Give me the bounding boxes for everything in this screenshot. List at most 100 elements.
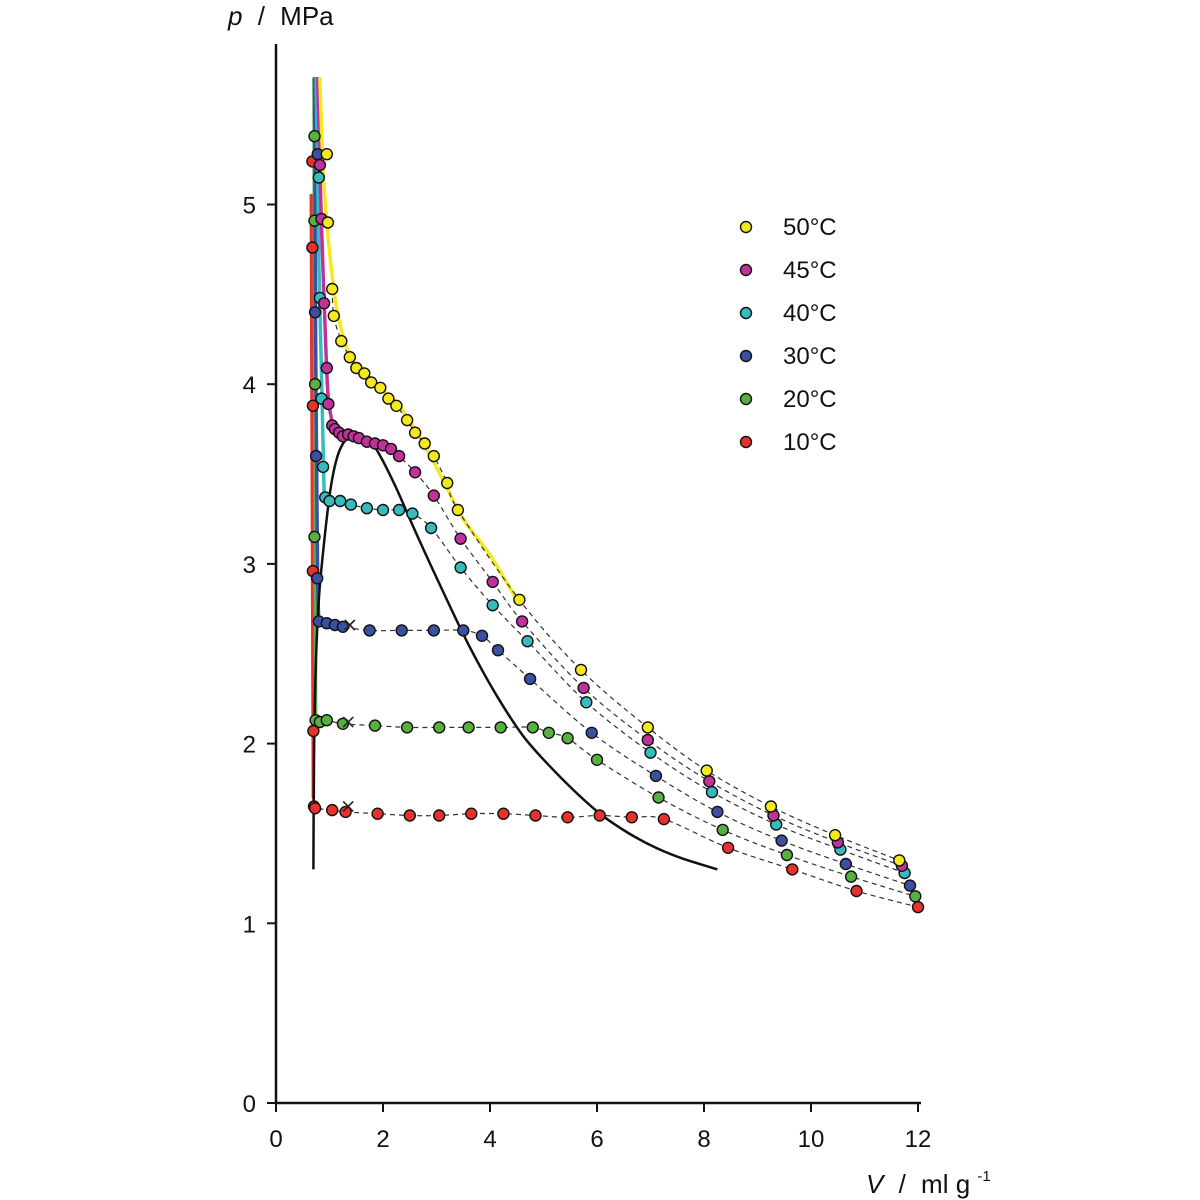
data-point-50c — [828, 829, 842, 842]
data-point-50c — [400, 413, 414, 427]
legend-label-40c: 40°C — [783, 300, 837, 327]
data-point-50c — [382, 392, 395, 405]
data-point-10c — [371, 807, 384, 820]
data-point-10c — [593, 809, 606, 822]
legend: 50°C 45°C 40°C 30°C 20°C 10°C — [739, 214, 837, 456]
data-point-45c — [486, 575, 499, 589]
legend-marker-40c — [739, 306, 753, 320]
data-point-20c — [844, 870, 858, 883]
data-point-10c — [529, 809, 542, 822]
data-point-10c — [403, 809, 416, 822]
data-point-50c — [451, 503, 465, 517]
y-axis-separator: / — [258, 1, 266, 31]
data-point-30c — [903, 879, 917, 892]
data-point-45c — [392, 449, 406, 463]
x-axis-label: V / ml g -1 — [866, 1168, 991, 1199]
data-point-45c — [454, 532, 467, 545]
data-point-45c — [408, 466, 422, 479]
data-point-40c — [580, 696, 593, 709]
data-point-40c — [334, 494, 347, 508]
data-point-50c — [327, 309, 340, 323]
data-point-30c — [457, 624, 470, 637]
data-point-10c — [850, 884, 863, 898]
data-point-30c — [585, 726, 598, 739]
legend-label-30c: 30°C — [783, 343, 837, 370]
legend-marker-10c — [739, 435, 753, 449]
data-point-20c — [909, 890, 922, 903]
data-point-40c — [406, 507, 419, 520]
data-point-30c — [475, 629, 489, 642]
data-point-10c — [308, 802, 322, 815]
data-point-50c — [418, 437, 431, 450]
cross-marker-10c — [342, 800, 354, 813]
data-point-45c — [317, 297, 331, 310]
data-point-30c — [711, 805, 724, 819]
data-point-10c — [326, 803, 339, 817]
dashed-line-30c — [318, 620, 911, 887]
data-point-50c — [764, 800, 778, 813]
data-point-45c — [427, 489, 440, 502]
data-point-30c — [839, 857, 852, 871]
legend-marker-20c — [739, 392, 753, 406]
data-point-50c — [321, 216, 335, 229]
data-point-40c — [424, 521, 438, 535]
data-point-10c — [306, 399, 320, 412]
x-axis-exponent: -1 — [977, 1168, 990, 1185]
legend-label-10c: 10°C — [783, 429, 837, 456]
data-point-45c — [703, 775, 716, 788]
x-tick-label: 12 — [905, 1126, 932, 1153]
x-tick-label: 8 — [697, 1126, 710, 1153]
y-tick-label: 3 — [243, 552, 256, 579]
data-point-45c — [320, 361, 333, 375]
data-point-30c — [775, 834, 788, 847]
legend-marker-45c — [739, 263, 753, 277]
data-point-20c — [462, 721, 475, 734]
data-point-10c — [465, 807, 478, 820]
data-point-45c — [577, 681, 590, 695]
data-points — [306, 129, 925, 914]
data-point-30c — [308, 306, 322, 319]
data-point-50c — [427, 449, 440, 463]
legend-label-20c: 20°C — [783, 386, 837, 413]
data-point-10c — [657, 812, 671, 826]
x-tick-label: 10 — [798, 1126, 825, 1153]
data-point-45c — [641, 733, 654, 747]
data-point-45c — [322, 397, 335, 411]
data-point-40c — [312, 171, 325, 184]
data-point-30c — [523, 672, 537, 686]
data-point-30c — [427, 624, 440, 637]
data-point-20c — [368, 719, 382, 732]
data-point-20c — [716, 823, 729, 837]
data-point-10c — [433, 809, 446, 822]
data-point-40c — [360, 502, 374, 515]
y-tick-label: 4 — [243, 372, 256, 399]
data-point-40c — [705, 785, 719, 799]
data-point-40c — [392, 503, 406, 517]
data-point-45c — [313, 158, 327, 172]
data-point-50c — [700, 764, 713, 777]
data-point-40c — [316, 460, 330, 474]
x-axis-separator: / — [899, 1169, 907, 1199]
cross-markers — [342, 619, 356, 813]
cross-marker-30c — [344, 619, 356, 631]
data-point-40c — [376, 503, 390, 517]
data-point-10c — [497, 807, 510, 820]
data-point-30c — [363, 624, 376, 637]
x-axis-unit: ml g — [921, 1169, 970, 1199]
data-point-20c — [561, 732, 574, 745]
data-point-50c — [408, 426, 422, 439]
y-axis-label: p / MPa — [227, 1, 334, 31]
x-tick-label: 4 — [483, 1126, 496, 1153]
data-point-40c — [323, 494, 336, 508]
legend-marker-30c — [739, 349, 753, 363]
data-point-45c — [515, 615, 529, 628]
dashed-line-20c — [315, 719, 916, 897]
y-axis-symbol: p — [227, 1, 242, 31]
data-point-50c — [326, 282, 339, 296]
data-point-50c — [335, 334, 348, 348]
data-point-10c — [721, 841, 735, 854]
x-axis-symbol: V — [866, 1169, 886, 1199]
x-tick-label: 6 — [590, 1126, 603, 1153]
data-point-10c — [911, 900, 925, 914]
